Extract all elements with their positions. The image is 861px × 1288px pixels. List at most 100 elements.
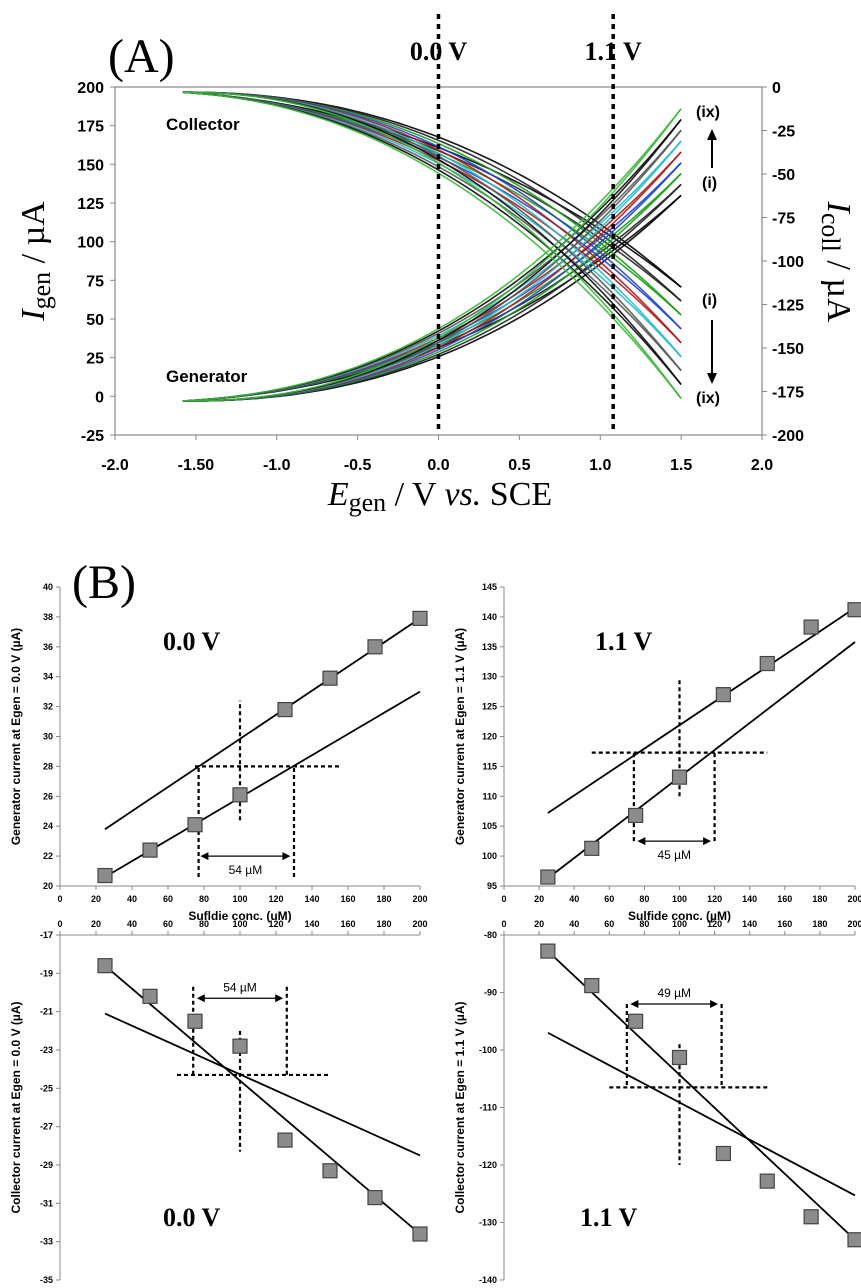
x-tick-label: 180: [376, 894, 391, 904]
x-tick-label: 60: [163, 894, 173, 904]
y-tick-label: 30: [43, 732, 53, 742]
y-tick-label: 95: [487, 881, 497, 891]
data-point-1: [584, 840, 600, 856]
y-left-tick-label: 175: [77, 119, 104, 136]
generator-curve-6: [182, 129, 682, 402]
data-point-4: [715, 1145, 731, 1162]
x-tick-label: 20: [534, 919, 544, 929]
y-tick-label: -23: [40, 1045, 53, 1055]
subplot-collector-1v: -80 -90 -100 -110 -120 -130 -140 0 20 40 60 80 100 12…: [453, 919, 861, 1285]
data-point-6: [367, 639, 383, 655]
x-tick-label: 100: [672, 919, 687, 929]
x-tick-label: 120: [268, 894, 283, 904]
data-point-7: [412, 1226, 428, 1242]
x-tick-label: 1.0: [589, 457, 611, 474]
y-tick-label: 115: [482, 761, 497, 771]
x-tick-label: -0.5: [344, 457, 372, 474]
arrow-left-icon: [637, 837, 646, 846]
x-tick-label: 60: [604, 919, 614, 929]
panel-a-reference-lines: 0.0 V 1.1 V: [410, 14, 642, 432]
subplot-title: 1.1 V: [580, 1203, 638, 1232]
x-tick-label: 140: [742, 894, 757, 904]
subplot-generator-0v: 20 22 24 26 28 30 32 34 36 38 40 0 20 40 60 80 100 120 140…: [9, 582, 428, 923]
y-right-tick-label: 0: [772, 80, 781, 97]
arrow-right-icon: [275, 994, 284, 1003]
panel-b: (B) 20 22 24 26 28 30 32 34 36 38 40 0 20 40 60 80 100 12…: [9, 556, 861, 1285]
arrow-left-icon: [630, 1000, 639, 1008]
data-point-5: [759, 1173, 775, 1189]
x-tick-label: 120: [268, 919, 283, 929]
data-point-6: [803, 1209, 819, 1225]
x-tick-label: 180: [812, 919, 827, 929]
x-tick-label: 40: [127, 919, 137, 929]
data-point-6: [367, 1189, 383, 1206]
difference-annotation: 54 µM: [229, 863, 263, 877]
arrow-up-icon: [707, 129, 717, 168]
difference-annotation: 45 µM: [657, 848, 691, 862]
data-point-7: [847, 602, 861, 618]
y-tick-label: 100: [482, 851, 497, 861]
y-right-tick-label: -200: [772, 428, 804, 445]
y-right-tick-label: -175: [772, 385, 804, 402]
annotation-i-bottom: (i): [702, 292, 717, 309]
x-tick-label: 120: [707, 894, 722, 904]
y-tick-label: 32: [43, 702, 53, 712]
y-tick-label: -100: [479, 1045, 497, 1055]
x-tick-label: 200: [412, 919, 427, 929]
x-tick-label: 80: [639, 894, 649, 904]
data-point-2: [628, 1013, 644, 1029]
y-tick-label: 125: [482, 702, 497, 712]
panel-a-right-y-ticks: 0 -25 -50 -75 -100 -125 -150 -175 -200: [762, 80, 804, 445]
y-right-tick-label: -125: [772, 298, 804, 315]
x-tick-label: 20: [91, 894, 101, 904]
subplot-title: 0.0 V: [163, 1203, 221, 1232]
y-tick-label: -29: [40, 1160, 53, 1170]
data-point-4: [277, 701, 293, 718]
y-tick-label: 145: [482, 582, 497, 592]
y-right-tick-label: -50: [772, 167, 795, 184]
collector-curve-8: [182, 91, 682, 399]
x-tick-label: 80: [199, 919, 209, 929]
generator-curve-5: [182, 140, 682, 402]
y-right-tick-label: -150: [772, 341, 804, 358]
data-point-1: [584, 977, 600, 994]
y-tick-label: 24: [43, 821, 53, 831]
x-axis-label: Sulfide conc. (µM): [628, 909, 731, 923]
annotation-ix-bottom: (ix): [696, 390, 720, 407]
x-tick-label: 160: [777, 894, 792, 904]
y-tick-label: -17: [40, 930, 53, 940]
data-point-5: [322, 670, 338, 686]
data-point-0: [540, 869, 556, 885]
x-tick-label: 60: [163, 919, 173, 929]
x-tick-label: 160: [777, 919, 792, 929]
y-tick-label: 135: [482, 642, 497, 652]
fit-line-lower: [547, 1031, 856, 1197]
data-point-0: [97, 867, 113, 884]
x-tick-label: 0: [57, 894, 62, 904]
y-tick-label: -140: [479, 1275, 497, 1285]
fit-line-upper: [104, 964, 421, 1235]
data-point-3: [671, 769, 688, 785]
arrow-right-icon: [710, 1000, 719, 1008]
x-tick-label: 0.5: [508, 457, 530, 474]
y-tick-label: 105: [482, 821, 497, 831]
x-tick-label: 20: [91, 919, 101, 929]
y-axis-label: Collector current at Egen = 0.0 V (µA): [9, 1002, 23, 1214]
y-left-tick-label: 100: [77, 235, 104, 252]
y-tick-label: -80: [484, 930, 497, 940]
data-point-2: [187, 1013, 203, 1029]
y-tick-label: 130: [482, 672, 497, 682]
y-tick-label: 140: [482, 612, 497, 622]
y-right-tick-label: -75: [772, 211, 795, 228]
data-point-5: [759, 655, 775, 672]
difference-annotation: 54 µM: [223, 980, 257, 994]
x-tick-label: 40: [127, 894, 137, 904]
y-left-tick-label: -25: [81, 428, 104, 445]
y-left-tick-label: 125: [77, 196, 104, 213]
y-tick-label: -33: [40, 1237, 53, 1247]
y-tick-label: 34: [43, 672, 53, 682]
y-tick-label: -21: [40, 1007, 53, 1017]
data-point-0: [540, 943, 556, 959]
y-tick-label: 26: [43, 791, 53, 801]
x-tick-label: 200: [847, 894, 861, 904]
